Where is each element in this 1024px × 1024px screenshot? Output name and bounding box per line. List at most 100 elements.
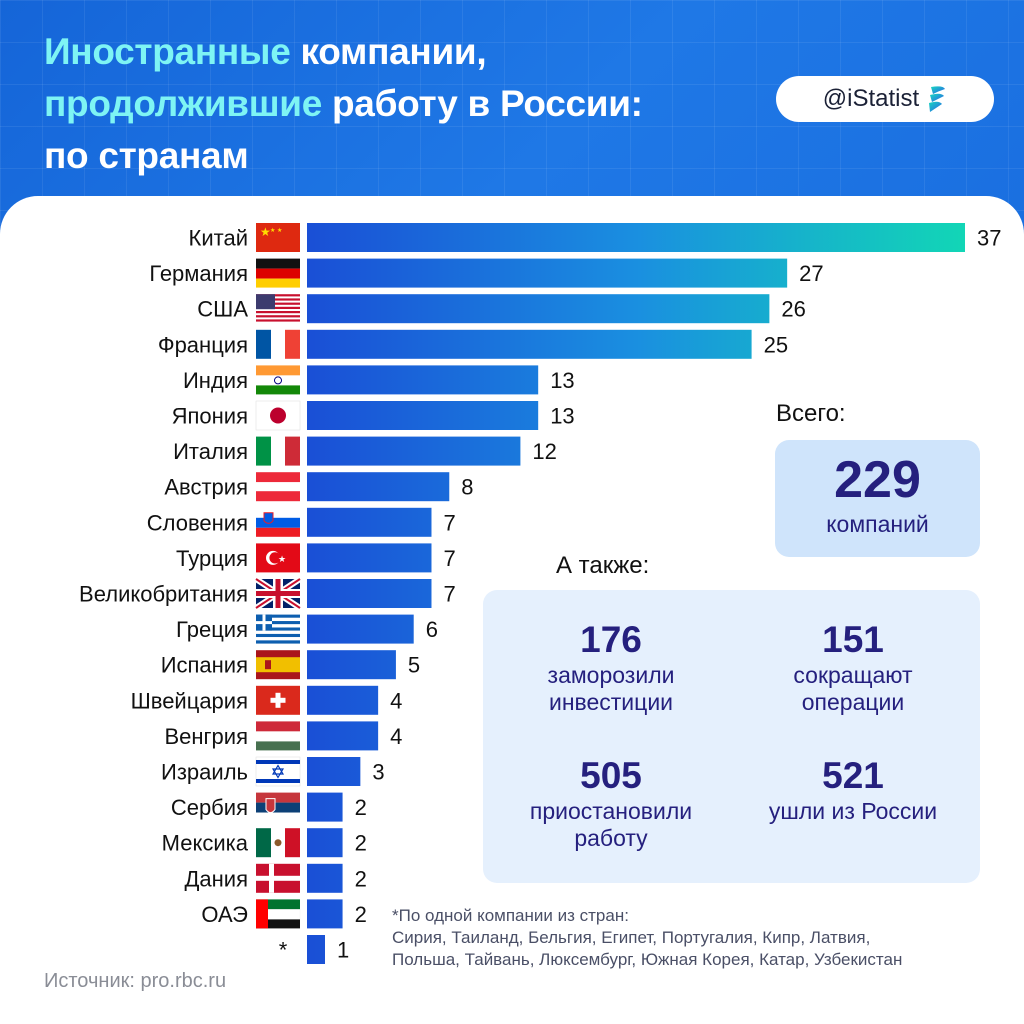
category-label: Швейцария bbox=[131, 688, 248, 713]
bar bbox=[307, 329, 752, 359]
mexico-flag-icon bbox=[256, 828, 300, 858]
bar bbox=[307, 579, 432, 608]
stat-label-line: работу bbox=[574, 825, 648, 851]
header-banner: Иностранные компании, продолжившие работ… bbox=[0, 0, 1024, 240]
totals-value: 229 bbox=[834, 451, 921, 509]
stat-value: 505 bbox=[580, 755, 642, 796]
bar bbox=[307, 863, 343, 893]
greece-flag-icon bbox=[256, 614, 300, 644]
bar bbox=[307, 935, 325, 964]
category-label: Италия bbox=[173, 439, 248, 464]
category-label: Мексика bbox=[162, 831, 249, 856]
bars bbox=[307, 223, 965, 964]
stat-label-line: приостановили bbox=[529, 798, 693, 824]
bar bbox=[307, 223, 965, 252]
stat-value: 151 bbox=[822, 619, 884, 660]
value-label: 4 bbox=[390, 688, 402, 713]
value-label: 13 bbox=[550, 404, 574, 429]
value-label: 6 bbox=[426, 617, 438, 642]
bar bbox=[307, 899, 343, 929]
stat-suspended-work: 505 приостановили работу bbox=[491, 754, 731, 852]
footnote-line: Польша, Тайвань, Люксембург, Южная Корея… bbox=[392, 950, 903, 969]
category-label: Великобритания bbox=[79, 582, 248, 607]
value-label: 7 bbox=[443, 510, 455, 535]
israel-flag-icon bbox=[255, 756, 301, 787]
svg-text:★: ★ bbox=[260, 225, 271, 239]
value-label: 27 bbox=[799, 261, 823, 286]
footnote-line: Сирия, Таиланд, Бельгия, Египет, Португа… bbox=[392, 928, 871, 947]
category-label: Индия bbox=[183, 368, 248, 393]
category-label: Франция bbox=[158, 332, 248, 357]
category-label: Китай bbox=[189, 226, 248, 251]
bar bbox=[307, 757, 361, 786]
bar bbox=[307, 685, 379, 715]
bar bbox=[307, 614, 414, 644]
totals-unit: компаний bbox=[826, 511, 929, 537]
usa-flag-icon bbox=[256, 294, 300, 322]
stat-label-line: заморозили bbox=[547, 662, 675, 688]
hungary-flag-icon bbox=[256, 721, 300, 751]
uae-flag-icon bbox=[255, 899, 301, 929]
stat-frozen-investments: 176 заморозили инвестиции bbox=[491, 618, 731, 716]
serbia-flag-icon bbox=[256, 792, 300, 822]
svg-text:★ ★: ★ ★ bbox=[270, 227, 282, 234]
value-label: 8 bbox=[461, 475, 473, 500]
bar bbox=[307, 543, 432, 573]
category-label: Германия bbox=[149, 261, 248, 286]
title-text-2: работу в России: bbox=[322, 83, 643, 124]
value-label: 7 bbox=[443, 582, 455, 607]
category-label: Израиль bbox=[161, 760, 248, 785]
bar bbox=[307, 472, 450, 502]
bar bbox=[307, 721, 379, 751]
category-label: Австрия bbox=[164, 475, 248, 500]
value-label: 25 bbox=[764, 332, 788, 357]
footnote: *По одной компании из стран: Сирия, Таил… bbox=[392, 905, 1012, 971]
category-label: Турция bbox=[176, 546, 248, 571]
bar bbox=[307, 650, 396, 680]
value-label: 2 bbox=[355, 902, 367, 927]
uk-flag-icon bbox=[254, 576, 302, 611]
stats-card: 176 заморозили инвестиции 151 сокращают … bbox=[483, 590, 980, 883]
title-highlight-1: Иностранные bbox=[44, 31, 291, 72]
brand-handle-text: @iStatist bbox=[822, 85, 920, 112]
stat-reduced-operations: 151 сокращают операции bbox=[733, 618, 973, 716]
category-label: Испания bbox=[161, 653, 248, 678]
value-label: 2 bbox=[355, 795, 367, 820]
germany-flag-icon bbox=[256, 258, 300, 288]
category-label: Греция bbox=[176, 617, 248, 642]
value-label: 1 bbox=[337, 938, 349, 963]
category-label: Дания bbox=[185, 866, 249, 891]
stat-label-line: сокращают bbox=[793, 662, 913, 688]
flag-icons: ★ ★ ★★ bbox=[254, 223, 302, 929]
bar bbox=[307, 507, 432, 537]
title-text-3: по странам bbox=[44, 135, 249, 176]
totals-card: 229 компаний bbox=[775, 440, 980, 557]
switzerland-flag-icon bbox=[256, 685, 300, 715]
italy-flag-icon bbox=[256, 436, 300, 466]
title-highlight-2: продолжившие bbox=[44, 83, 323, 124]
slovenia-flag-icon bbox=[256, 507, 300, 537]
stat-label-line: инвестиции bbox=[548, 689, 674, 715]
brand-handle[interactable]: @iStatist bbox=[776, 76, 994, 122]
value-label: 5 bbox=[408, 653, 420, 678]
denmark-flag-icon bbox=[256, 863, 300, 893]
austria-flag-icon bbox=[256, 472, 300, 502]
bar bbox=[307, 365, 539, 395]
category-label: США bbox=[197, 297, 248, 322]
value-label: 2 bbox=[355, 866, 367, 891]
also-label: А также: bbox=[556, 552, 650, 579]
india-flag-icon bbox=[256, 365, 300, 395]
category-labels: Китай Германия США Франция Индия Япония Италия… bbox=[79, 226, 288, 963]
bar bbox=[307, 792, 343, 822]
stat-value: 521 bbox=[822, 755, 884, 796]
stat-label-line: операции bbox=[801, 689, 905, 715]
category-label: Венгрия bbox=[164, 724, 248, 749]
bar bbox=[307, 294, 770, 324]
bar bbox=[307, 828, 343, 858]
stat-value: 176 bbox=[580, 619, 642, 660]
category-label: Япония bbox=[172, 404, 248, 429]
value-label: 7 bbox=[443, 546, 455, 571]
